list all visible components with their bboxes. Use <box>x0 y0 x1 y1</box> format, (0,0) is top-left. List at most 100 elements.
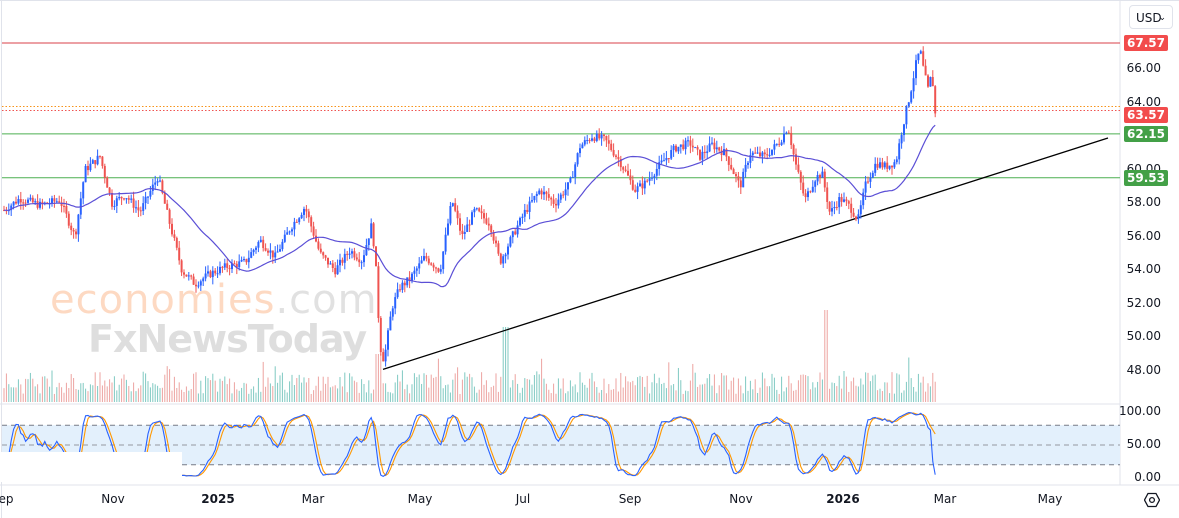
candle-body <box>605 135 608 141</box>
candle-body <box>327 257 329 265</box>
candle-body <box>151 184 154 191</box>
candle-body <box>389 316 392 331</box>
candle-body <box>197 285 200 287</box>
candle-body <box>641 183 644 189</box>
candle-body <box>826 187 829 202</box>
candle-body <box>15 201 17 204</box>
candle-body <box>53 198 56 202</box>
candle-body <box>725 149 728 157</box>
candle-body <box>411 273 413 281</box>
candle-body <box>161 180 164 193</box>
candle-body <box>581 144 584 149</box>
candle-body <box>84 166 87 183</box>
time-label: Sep <box>618 492 642 506</box>
candle-body <box>845 199 848 202</box>
candle-body <box>219 266 221 274</box>
currency-selector[interactable]: USD ⌄ <box>1129 5 1173 29</box>
candle-body <box>204 273 207 279</box>
candle-body <box>183 272 185 275</box>
candle-body <box>768 154 771 156</box>
candle-body <box>209 271 212 278</box>
candle-body <box>319 248 322 253</box>
candle-body <box>353 251 356 258</box>
candle-body <box>377 266 380 318</box>
price-tag-62.15: 62.15 <box>1124 125 1168 142</box>
candle-body <box>715 147 718 150</box>
candle-body <box>367 238 370 246</box>
candle-body <box>684 140 687 150</box>
candle-body <box>435 267 437 269</box>
candle-body <box>106 177 109 188</box>
candle-body <box>144 196 147 204</box>
candle-body <box>567 182 569 190</box>
candle-body <box>51 198 53 204</box>
candle-body <box>658 162 661 169</box>
candle-body <box>809 191 812 193</box>
candle-body <box>763 152 766 155</box>
candle-body <box>437 268 440 272</box>
candle-body <box>430 263 433 265</box>
candle-body <box>125 198 128 200</box>
candle-body <box>195 284 197 287</box>
candle-body <box>396 289 399 298</box>
candle-body <box>735 174 737 177</box>
candle-body <box>324 255 327 258</box>
candle-body <box>427 258 430 264</box>
candle-body <box>444 234 447 252</box>
candle-body <box>871 172 874 178</box>
time-label: Nov <box>729 492 753 506</box>
candle-body <box>919 51 922 54</box>
candle-body <box>339 259 341 266</box>
candle-body <box>382 352 385 362</box>
settings-icon[interactable] <box>1143 492 1161 508</box>
candle-body <box>869 177 872 182</box>
candle-body <box>168 209 171 224</box>
candle-body <box>228 267 231 270</box>
candle-body <box>593 138 596 141</box>
candle-body <box>451 203 454 206</box>
candle-body <box>471 212 473 225</box>
candle-body <box>300 214 303 219</box>
candle-body <box>840 197 843 202</box>
candle-body <box>27 199 29 203</box>
moving-average-line <box>3 124 936 288</box>
candle-body <box>480 211 483 214</box>
stochastic-tick: 100.00 <box>1119 404 1161 418</box>
candle-body <box>677 146 680 152</box>
candle-body <box>521 216 524 218</box>
candle-body <box>787 132 790 134</box>
candle-body <box>123 198 125 200</box>
candle-body <box>905 106 908 125</box>
candle-body <box>192 276 195 285</box>
candle-body <box>238 261 241 268</box>
candle-body <box>739 180 742 188</box>
candle-body <box>545 191 548 195</box>
candle-body <box>447 223 449 235</box>
candle-body <box>24 202 27 204</box>
candle-body <box>31 197 34 203</box>
candle-body <box>855 216 857 220</box>
candle-body <box>63 205 65 207</box>
candle-body <box>667 158 670 160</box>
candle-body <box>473 208 476 213</box>
candle-body <box>99 155 101 157</box>
candle-body <box>365 245 368 256</box>
candle-body <box>139 210 142 212</box>
candle-body <box>336 265 339 275</box>
candle-body <box>41 201 44 204</box>
candle-body <box>663 160 665 162</box>
candle-body <box>384 349 387 362</box>
candle-body <box>257 242 260 248</box>
candle-body <box>701 151 704 160</box>
candle-body <box>576 153 579 165</box>
candle-body <box>355 257 358 260</box>
candle-body <box>58 201 61 203</box>
price-tick: 54.00 <box>1126 262 1161 277</box>
candle-body <box>269 250 272 253</box>
candle-body <box>281 241 284 250</box>
candle-body <box>10 205 13 211</box>
candle-body <box>929 77 932 87</box>
candle-body <box>629 175 632 181</box>
candle-body <box>348 253 351 255</box>
